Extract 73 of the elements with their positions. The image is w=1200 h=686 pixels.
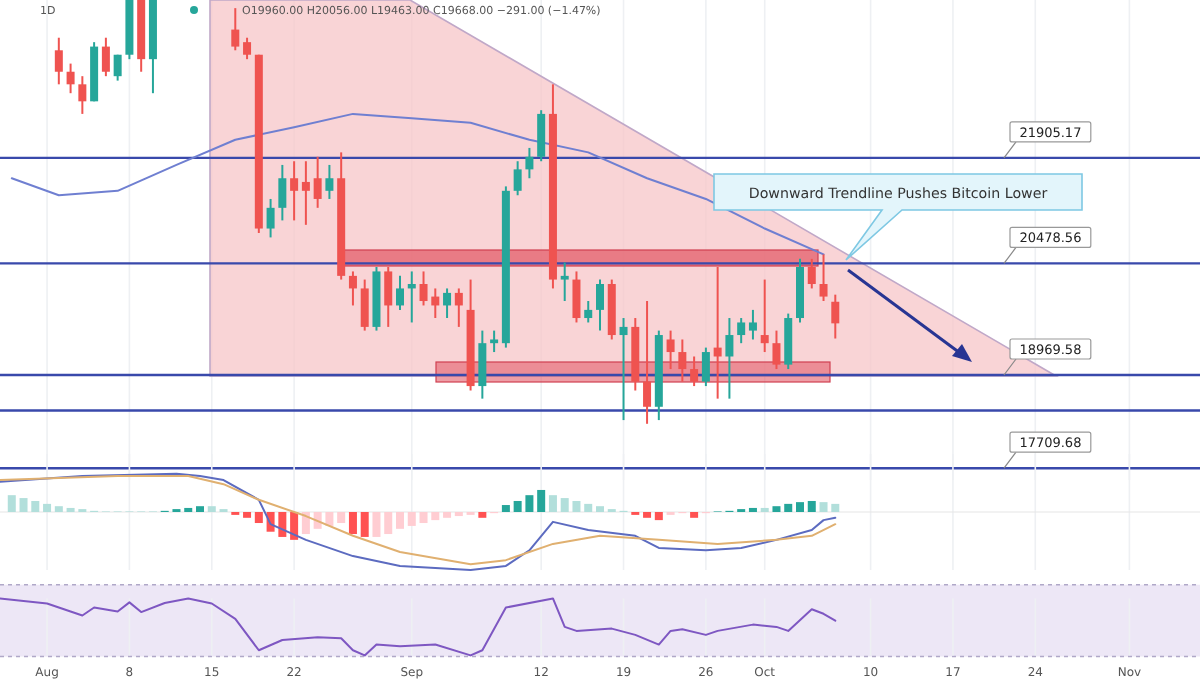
bar [243,512,252,518]
bar [772,506,781,512]
bar [596,506,604,512]
candlestick [113,53,122,82]
candlestick [66,62,75,95]
candlestick [572,270,581,324]
candlestick [666,329,675,371]
candlestick [725,317,734,400]
bar [548,495,557,512]
candlestick [513,160,522,197]
candlestick [737,317,746,345]
bar [54,506,63,512]
bar [537,489,546,512]
bar [643,512,652,518]
candlestick [584,300,593,324]
candlestick [231,7,240,52]
candlestick [360,278,369,332]
bar [584,503,593,512]
candlestick [396,274,404,311]
candlestick [643,300,652,425]
candlestick [784,312,793,371]
candlestick [701,346,710,388]
bar [396,512,404,529]
candlestick [713,266,722,400]
candlestick [525,146,534,180]
candlestick [560,261,569,303]
candlestick [243,36,252,61]
candlestick [690,355,699,388]
candlestick [54,36,63,86]
bar [796,502,804,512]
candlestick [478,329,487,400]
bar [43,503,52,512]
bar [360,512,369,537]
candlestick [454,287,463,328]
candlestick [384,266,393,328]
bar [478,512,487,518]
candlestick [78,75,87,115]
candlestick [101,36,110,78]
bar [807,500,816,512]
candlestick [748,308,757,341]
candlestick [678,338,687,383]
bar [407,512,416,526]
candlestick [819,253,828,303]
bar [501,505,510,512]
bar [443,512,452,518]
bar [254,512,263,524]
candlestick [772,329,781,371]
bar [337,512,346,524]
candlestick [348,270,357,307]
candlestick [537,109,546,163]
candlestick [760,278,769,354]
candlestick [831,293,840,340]
bar [784,503,793,512]
candlestick [266,197,275,239]
candlestick [301,160,310,226]
candlestick [313,155,322,209]
bar [7,495,16,512]
candlestick [490,329,499,354]
bar [384,512,393,535]
bar [690,512,699,518]
bar [348,512,357,535]
bar [301,512,310,535]
candlestick [443,287,452,320]
bar [196,506,204,512]
candlestick [619,317,628,422]
candlestick [290,160,299,222]
candlestick [278,163,287,222]
bar [372,512,381,537]
candlestick [807,257,816,290]
bar [207,506,216,512]
candlestick [596,278,604,332]
bar [654,512,663,521]
candlestick [325,163,334,200]
